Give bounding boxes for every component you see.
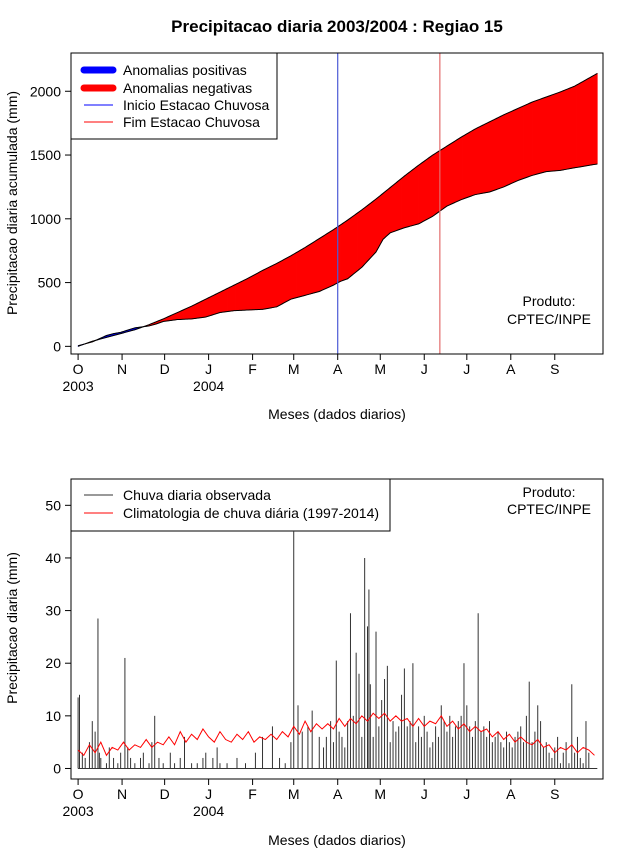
cumulative-chart: Precipitacao diaria 2003/2004 : Regiao 1… [4, 17, 604, 422]
x-axis: O N D J F M A M J J A S 2003 2004 [63, 353, 559, 394]
product-source: CPTEC/INPE [507, 311, 591, 327]
x-tick-label: F [248, 786, 257, 802]
y-tick-label: 1500 [30, 147, 61, 163]
x-tick-label: A [506, 786, 516, 802]
x-tick-label: M [288, 361, 300, 377]
x-tick-label: N [117, 361, 127, 377]
x-tick-label: S [550, 786, 559, 802]
x-tick-label: D [160, 361, 170, 377]
climatology-daily-line [77, 712, 595, 757]
daily-chart: O N D J F M A M J J A S 2003 2004 0 10 20 30 40 50 Meses (… [4, 478, 604, 848]
year-label: 2003 [63, 803, 94, 819]
y-axis-label: Precipitacao diaria acumulada (mm) [4, 91, 20, 315]
y-tick-label: 0 [53, 760, 61, 776]
legend-label-negative: Anomalias negativas [123, 80, 252, 96]
negative-anomaly-segment [595, 72, 598, 165]
daily-rain-bars [77, 531, 598, 769]
year-label: 2004 [193, 378, 224, 394]
x-tick-label: J [421, 361, 428, 377]
legend-label-fim: Fim Estacao Chuvosa [123, 114, 260, 130]
y-tick-label: 2000 [30, 83, 61, 99]
y-tick-label: 40 [45, 550, 61, 566]
x-tick-label: S [550, 361, 559, 377]
season-lines [337, 53, 441, 354]
x-tick-label: J [205, 786, 212, 802]
x-tick-label: N [117, 786, 127, 802]
chart-title: Precipitacao diaria 2003/2004 : Regiao 1… [171, 17, 503, 36]
y-axis-daily: 0 10 20 30 40 50 [45, 497, 72, 776]
legend-label-climatology: Climatologia de chuva diária (1997-2014) [123, 505, 379, 521]
x-tick-label: M [374, 361, 386, 377]
x-axis-label: Meses (dados diarios) [268, 406, 406, 422]
product-source-daily: CPTEC/INPE [507, 501, 591, 517]
y-tick-label: 1000 [30, 211, 61, 227]
y-axis-label-daily: Precipitacao diaria (mm) [4, 552, 20, 704]
year-label: 2003 [63, 378, 94, 394]
x-tick-label: A [333, 786, 343, 802]
y-tick-label: 30 [45, 603, 61, 619]
product-label-daily: Produto: [523, 484, 576, 500]
y-tick-label: 500 [38, 275, 62, 291]
legend-label-positive: Anomalias positivas [123, 62, 247, 78]
legend-box-daily [70, 478, 391, 532]
x-axis-daily: O N D J F M A M J J A S 2003 2004 [63, 778, 559, 819]
x-tick-label: J [463, 786, 470, 802]
y-tick-label: 20 [45, 655, 61, 671]
x-tick-label: O [73, 786, 84, 802]
x-tick-label: A [506, 361, 516, 377]
product-label: Produto: [523, 293, 576, 309]
year-label: 2004 [193, 803, 224, 819]
x-tick-label: J [463, 361, 470, 377]
x-tick-label: M [288, 786, 300, 802]
x-axis-label-daily: Meses (dados diarios) [268, 832, 406, 848]
y-tick-label: 0 [53, 338, 61, 354]
x-tick-label: F [248, 361, 257, 377]
x-tick-label: J [205, 361, 212, 377]
y-tick-label: 10 [45, 708, 61, 724]
climatology-line-group [77, 712, 595, 757]
legend-label-inicio: Inicio Estacao Chuvosa [123, 97, 270, 113]
legend: Anomalias positivas Anomalias negativas … [70, 52, 278, 140]
x-tick-label: J [421, 786, 428, 802]
x-tick-label: A [333, 361, 343, 377]
x-tick-label: M [374, 786, 386, 802]
legend-label-observed: Chuva diaria observada [123, 487, 271, 503]
legend-daily: Chuva diaria observada Climatologia de c… [70, 478, 391, 532]
x-tick-label: O [73, 361, 84, 377]
y-tick-label: 50 [45, 497, 61, 513]
y-axis: 0 500 1000 1500 2000 [30, 83, 72, 354]
x-tick-label: D [160, 786, 170, 802]
